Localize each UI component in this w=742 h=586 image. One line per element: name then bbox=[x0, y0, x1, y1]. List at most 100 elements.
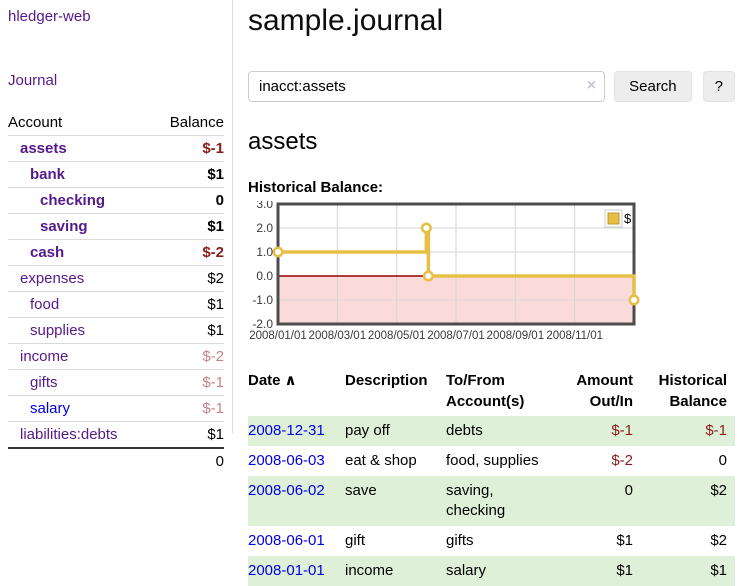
sidebar-accounts-table: Account Balance assets $-1 bank $1 checkin… bbox=[8, 110, 224, 474]
sidebar-account-supplies[interactable]: supplies bbox=[30, 322, 86, 339]
transaction-description: eat & shop bbox=[345, 452, 417, 469]
sidebar-account-food[interactable]: food bbox=[30, 296, 60, 313]
svg-text:2008/11/01: 2008/11/01 bbox=[546, 330, 603, 342]
transaction-date-link[interactable]: 2008-06-03 bbox=[248, 452, 325, 469]
sidebar: hledger-web Journal Account Balance asse… bbox=[0, 0, 233, 470]
transaction-balance: $1 bbox=[641, 556, 735, 586]
transaction-balance: $2 bbox=[710, 532, 727, 549]
transaction-row: 2008-12-31 pay off debts $-1 $-1 bbox=[248, 416, 735, 446]
account-balance: $-1 bbox=[202, 140, 224, 157]
account-balance: $-2 bbox=[202, 244, 224, 261]
account-balance: $1 bbox=[207, 322, 224, 339]
account-row: liabilities:debts $1 bbox=[8, 421, 224, 447]
account-balance: 0 bbox=[215, 192, 224, 209]
account-balance: $1 bbox=[207, 426, 224, 443]
account-row: assets $-1 bbox=[8, 135, 224, 161]
sidebar-account-expenses[interactable]: expenses bbox=[20, 270, 85, 287]
sidebar-account-gifts[interactable]: gifts bbox=[30, 374, 58, 391]
transaction-balance: $2 bbox=[641, 476, 735, 526]
clear-search-icon[interactable]: × bbox=[586, 77, 597, 94]
svg-text:-1.0: -1.0 bbox=[252, 293, 273, 307]
transaction-amount: $-1 bbox=[556, 416, 641, 446]
sidebar-account-saving[interactable]: saving bbox=[40, 218, 88, 235]
transaction-date-link[interactable]: 2008-01-01 bbox=[248, 562, 325, 579]
register-header-row: Date ∧ Description To/From Account(s) Amo… bbox=[248, 366, 735, 416]
account-balance: $-1 bbox=[202, 400, 224, 417]
account-balance: $-2 bbox=[202, 348, 224, 365]
account-row: gifts $-1 bbox=[8, 369, 224, 395]
account-balance: $1 bbox=[207, 218, 224, 235]
svg-text:1.0: 1.0 bbox=[256, 245, 273, 259]
account-balance: $1 bbox=[207, 296, 224, 313]
sidebar-item-journal[interactable]: Journal bbox=[8, 72, 58, 89]
svg-text:2008/05/01: 2008/05/01 bbox=[368, 330, 426, 342]
transaction-accounts: debts bbox=[446, 416, 556, 446]
balance-column-header: Historical Balance bbox=[658, 372, 727, 410]
svg-text:2.0: 2.0 bbox=[256, 221, 273, 235]
transaction-description: pay off bbox=[345, 416, 446, 446]
transaction-description: save bbox=[345, 476, 446, 526]
sidebar-account-salary[interactable]: salary bbox=[30, 400, 71, 417]
register-table: Date ∧ Description To/From Account(s) Amo… bbox=[248, 366, 735, 586]
accounts-table-header: Account Balance bbox=[8, 110, 224, 135]
brand-link[interactable]: hledger-web bbox=[8, 8, 91, 25]
historical-balance-chart: $3.0 2.0 1.0 0.0 -1.0 -2.0 2008/01/01 2008/03/0… bbox=[248, 197, 735, 347]
sidebar-account-income[interactable]: income bbox=[20, 348, 69, 365]
transaction-date-link[interactable]: 2008-06-01 bbox=[248, 532, 325, 549]
transaction-balance: 0 bbox=[718, 452, 727, 469]
svg-text:-2.0: -2.0 bbox=[252, 317, 273, 331]
svg-text:3.0: 3.0 bbox=[256, 201, 273, 211]
account-row: expenses $2 bbox=[8, 265, 224, 291]
balance-column-header: Balance bbox=[169, 114, 224, 131]
account-balance: $-1 bbox=[202, 374, 224, 391]
main-content: sample.journal × Search ? assets Histori… bbox=[248, 0, 735, 586]
transaction-description: gift bbox=[345, 532, 366, 549]
account-column-header: Account bbox=[8, 114, 63, 131]
sidebar-account-liabilities-debts[interactable]: liabilities:debts bbox=[20, 426, 118, 443]
account-row: salary $-1 bbox=[8, 395, 224, 421]
page-title: sample.journal bbox=[248, 4, 444, 37]
transaction-accounts: saving, checking bbox=[446, 476, 556, 526]
search-input[interactable] bbox=[248, 71, 606, 102]
description-column-header: Description bbox=[345, 372, 428, 389]
transaction-amount: $-2 bbox=[611, 452, 633, 469]
svg-text:0.0: 0.0 bbox=[256, 269, 273, 283]
date-column-header[interactable]: Date ∧ bbox=[248, 372, 297, 389]
transaction-row: 2008-06-03 eat & shop food, supplies $-2… bbox=[248, 446, 735, 476]
sidebar-account-assets[interactable]: assets bbox=[20, 140, 67, 157]
account-row: saving $1 bbox=[8, 213, 224, 239]
transaction-amount: 0 bbox=[556, 476, 641, 526]
tofrom-column-header: To/From Account(s) bbox=[446, 372, 525, 410]
account-row: supplies $1 bbox=[8, 317, 224, 343]
transaction-amount: $1 bbox=[556, 556, 641, 586]
transaction-amount: $1 bbox=[616, 532, 633, 549]
account-balance: $1 bbox=[207, 166, 224, 183]
transaction-date-link[interactable]: 2008-06-02 bbox=[248, 482, 325, 499]
accounts-total-value: 0 bbox=[215, 453, 224, 470]
sort-ascending-icon: ∧ bbox=[284, 372, 297, 389]
account-row: cash $-2 bbox=[8, 239, 224, 265]
account-row: food $1 bbox=[8, 291, 224, 317]
search-form: × Search ? bbox=[248, 71, 735, 102]
search-button[interactable]: Search bbox=[614, 71, 692, 102]
transaction-description: income bbox=[345, 556, 446, 586]
account-row: bank $1 bbox=[8, 161, 224, 187]
transaction-row: 2008-06-02 save saving, checking 0 $2 bbox=[248, 476, 735, 526]
transaction-accounts: gifts bbox=[446, 532, 474, 549]
help-button[interactable]: ? bbox=[702, 71, 735, 102]
transaction-accounts: food, supplies bbox=[446, 452, 539, 469]
amount-column-header: Amount Out/In bbox=[576, 372, 633, 410]
transaction-accounts: salary bbox=[446, 556, 556, 586]
transaction-date-link[interactable]: 2008-12-31 bbox=[248, 422, 325, 439]
sidebar-account-cash[interactable]: cash bbox=[30, 244, 65, 261]
sidebar-account-bank[interactable]: bank bbox=[30, 166, 66, 183]
sidebar-account-checking[interactable]: checking bbox=[40, 192, 106, 209]
svg-text:2008/09/01: 2008/09/01 bbox=[487, 330, 545, 342]
transaction-balance: $-1 bbox=[641, 416, 735, 446]
svg-text:2008/01/01: 2008/01/01 bbox=[249, 330, 307, 342]
account-row: income $-2 bbox=[8, 343, 224, 369]
transaction-row: 2008-06-01 gift gifts $1 $2 bbox=[248, 526, 735, 556]
accounts-total-row: 0 bbox=[8, 447, 224, 474]
account-heading: assets bbox=[248, 128, 318, 155]
